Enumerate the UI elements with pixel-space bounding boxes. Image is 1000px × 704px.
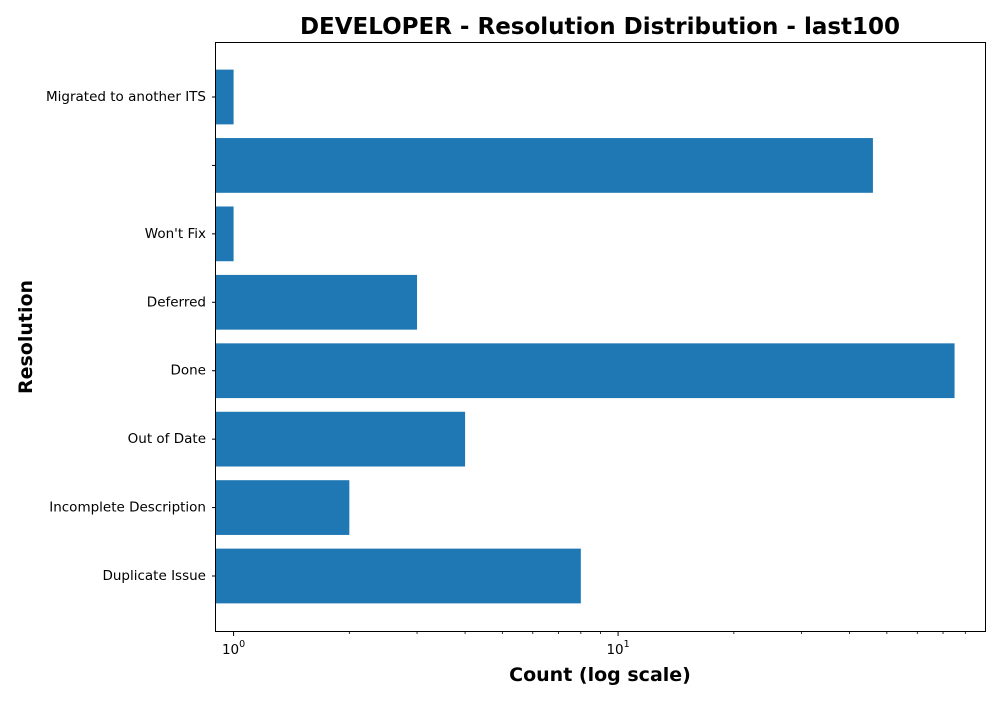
bar xyxy=(216,69,234,125)
y-axis-ticks: Duplicate Issue Incomplete Description Out… xyxy=(46,89,216,584)
x-tick-label: 101 xyxy=(606,639,629,658)
y-tick-label: Deferred xyxy=(147,294,206,310)
bar xyxy=(216,138,873,193)
y-tick-label: Done xyxy=(170,363,206,379)
bar xyxy=(216,480,350,535)
bar xyxy=(216,411,466,467)
x-axis-label: Count (log scale) xyxy=(509,664,691,686)
x-tick-label: 100 xyxy=(222,639,245,658)
bar xyxy=(216,343,955,399)
chart-title: DEVELOPER - Resolution Distribution - la… xyxy=(300,14,900,40)
y-tick-label: Duplicate Issue xyxy=(102,568,206,584)
y-tick-label: Migrated to another ITS xyxy=(46,89,206,105)
y-tick-label: Out of Date xyxy=(128,431,206,447)
y-tick-label: Incomplete Description xyxy=(49,500,206,516)
bar xyxy=(216,274,418,330)
y-axis-label: Resolution xyxy=(15,280,37,394)
y-tick-label: Won't Fix xyxy=(145,226,206,242)
bars-layer xyxy=(216,69,955,604)
plot-frame xyxy=(215,42,986,632)
bar xyxy=(216,206,234,262)
bar xyxy=(216,548,581,604)
